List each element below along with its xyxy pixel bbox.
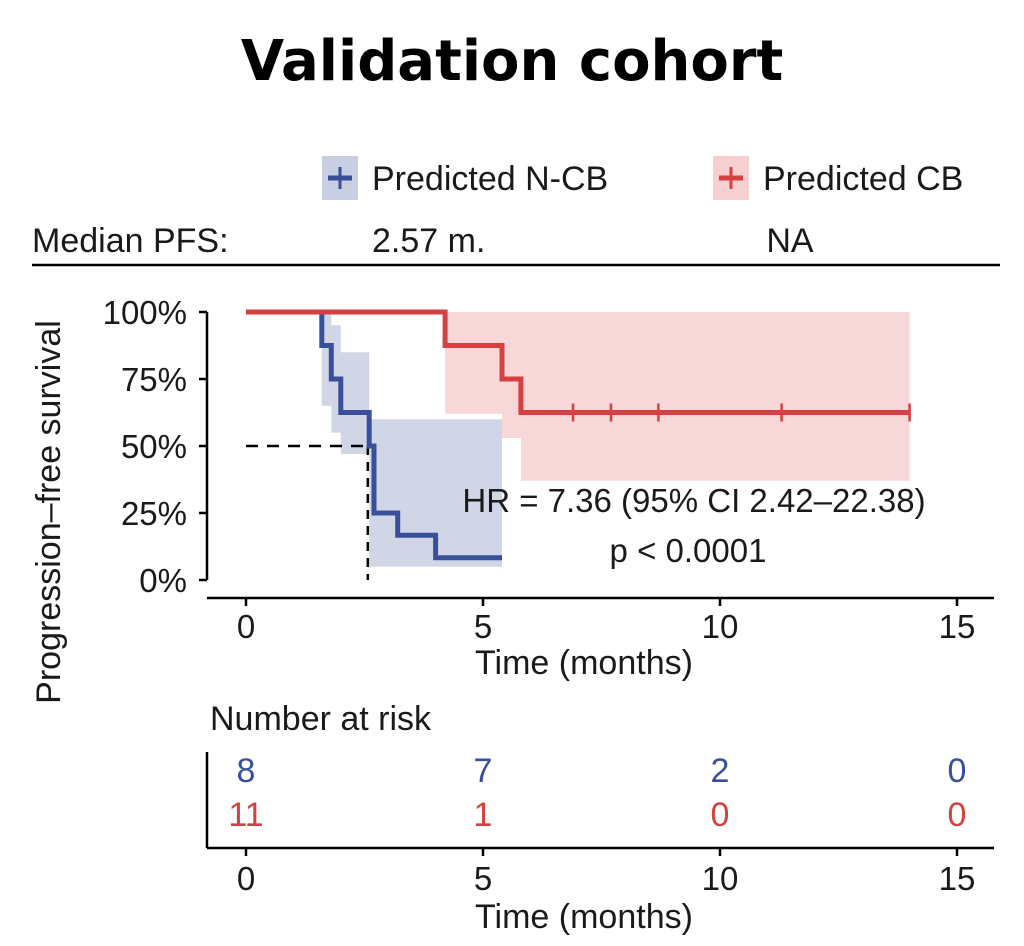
median-pfs-ncb: 2.57 m.	[372, 222, 485, 260]
risk-table-title: Number at risk	[210, 700, 432, 738]
km-curve-cb	[246, 309, 910, 415]
risk-x-axis-label: Time (months)	[475, 898, 693, 936]
hr-annotation: HR = 7.36 (95% CI 2.42–22.38)	[462, 482, 925, 519]
legend-ncb-label: Predicted N-CB	[372, 160, 608, 198]
y-tick-label: 100%	[103, 294, 187, 331]
x-axis-label: Time (months)	[475, 644, 693, 682]
risk-x-tick-label: 5	[474, 860, 492, 897]
risk-count-cb: 11	[228, 796, 263, 834]
risk-count-cb: 1	[474, 796, 493, 834]
legend-cb-label: Predicted CB	[763, 160, 963, 198]
ci-bands	[246, 312, 910, 567]
km-curve-ncb	[246, 309, 502, 561]
median-pfs-cb: NA	[766, 222, 814, 260]
y-tick-label: 0%	[139, 562, 187, 599]
ci-band-cb	[246, 312, 910, 481]
main-axes: 0% 25% 50% 75% 100% 0 5 10 15	[103, 294, 994, 645]
y-tick-label: 75%	[121, 361, 187, 398]
p-value-annotation: p < 0.0001	[610, 532, 767, 569]
risk-count-ncb: 7	[474, 752, 493, 790]
risk-count-ncb: 2	[711, 752, 730, 790]
risk-x-tick-label: 0	[237, 860, 255, 897]
risk-count-ncb: 0	[948, 752, 967, 790]
x-tick-label: 0	[237, 608, 255, 645]
risk-x-tick-label: 10	[702, 860, 739, 897]
x-tick-label: 10	[702, 608, 739, 645]
survival-curves	[246, 309, 911, 561]
risk-count-cb: 0	[948, 796, 967, 834]
x-tick-label: 5	[474, 608, 492, 645]
y-axis-label: Progression–free survival	[30, 320, 68, 704]
figure-title: Validation cohort	[241, 29, 784, 94]
y-tick-label: 25%	[121, 495, 187, 532]
risk-table: 8 7 2 011 1 0 00 5 10 15	[205, 752, 994, 897]
risk-count-cb: 0	[711, 796, 730, 834]
risk-count-ncb: 8	[237, 752, 256, 790]
legend: Predicted N-CB Predicted CB	[322, 156, 963, 200]
y-tick-label: 50%	[121, 428, 187, 465]
x-tick-label: 15	[939, 608, 976, 645]
median-reference	[246, 444, 370, 580]
median-pfs-label: Median PFS:	[32, 222, 229, 260]
ci-band-ncb	[246, 312, 502, 567]
risk-x-tick-label: 15	[939, 860, 976, 897]
